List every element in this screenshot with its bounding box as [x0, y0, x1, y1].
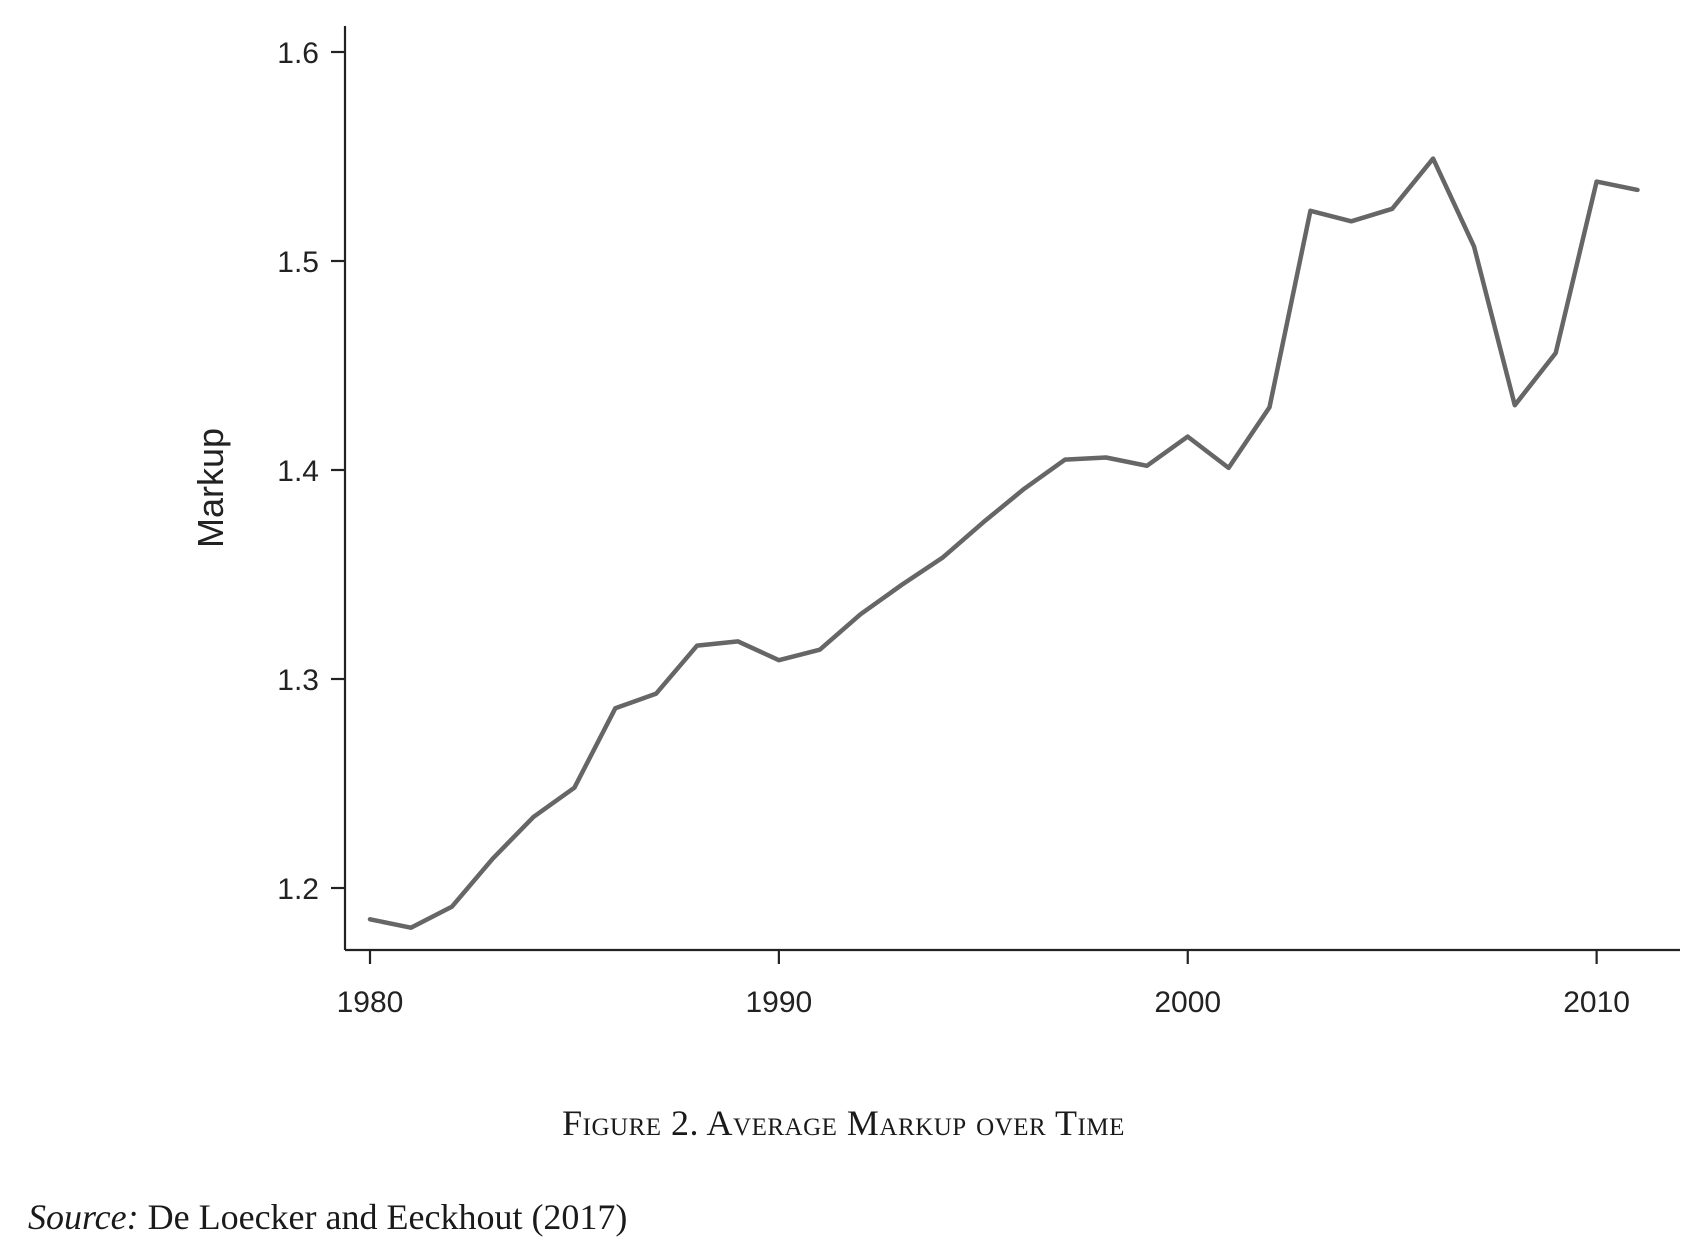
x-tick-label: 2000 [1154, 986, 1221, 1019]
y-tick-label: 1.2 [277, 873, 319, 906]
data-point [1145, 464, 1149, 468]
data-point [1513, 403, 1517, 407]
data-point [491, 857, 495, 861]
data-point [1390, 207, 1394, 211]
data-point [1268, 405, 1272, 409]
y-axis-title: Markup [190, 428, 231, 548]
y-tick-label: 1.6 [277, 37, 319, 70]
data-point [654, 692, 658, 696]
data-point [1595, 180, 1599, 184]
data-point [613, 706, 617, 710]
data-point [1472, 244, 1476, 248]
data-point [695, 644, 699, 648]
data-point [940, 556, 944, 560]
data-point [450, 905, 454, 909]
data-point [1636, 188, 1640, 192]
data-point [1308, 209, 1312, 213]
data-point [818, 648, 822, 652]
data-point [1554, 351, 1558, 355]
data-point [981, 520, 985, 524]
data-point [572, 786, 576, 790]
source-note: Source: De Loecker and Eeckhout (2017) [28, 1196, 627, 1238]
data-point [409, 926, 413, 930]
y-tick-label: 1.3 [277, 664, 319, 697]
y-tick-label: 1.4 [277, 455, 319, 488]
data-point [900, 583, 904, 587]
source-text: De Loecker and Eeckhout (2017) [138, 1197, 628, 1237]
data-point [368, 917, 372, 921]
markup-series-line [367, 156, 1640, 930]
data-point [1104, 456, 1108, 460]
data-point [736, 639, 740, 643]
x-tick-label: 2010 [1563, 986, 1630, 1019]
x-tick-label: 1990 [745, 986, 812, 1019]
data-point [1349, 219, 1353, 223]
data-point [777, 658, 781, 662]
y-tick-label: 1.5 [277, 246, 319, 279]
data-point [532, 815, 536, 819]
source-label: Source: [28, 1197, 139, 1237]
data-point [859, 612, 863, 616]
data-point [1022, 487, 1026, 491]
data-point [1431, 157, 1435, 161]
data-point [1063, 458, 1067, 462]
x-tick-label: 1980 [337, 986, 404, 1019]
data-point [1186, 435, 1190, 439]
markup-line-chart: 1.2 1.3 1.4 1.5 1.6 1980 1990 2000 2010 Markup [190, 26, 1680, 1019]
axes [331, 26, 1680, 964]
data-point [1227, 466, 1231, 470]
series-layer [367, 156, 1640, 930]
figure-caption: Figure 2. Average Markup over Time [562, 1103, 1125, 1143]
tick-labels: 1.2 1.3 1.4 1.5 1.6 1980 1990 2000 2010 Markup [190, 37, 1630, 1019]
